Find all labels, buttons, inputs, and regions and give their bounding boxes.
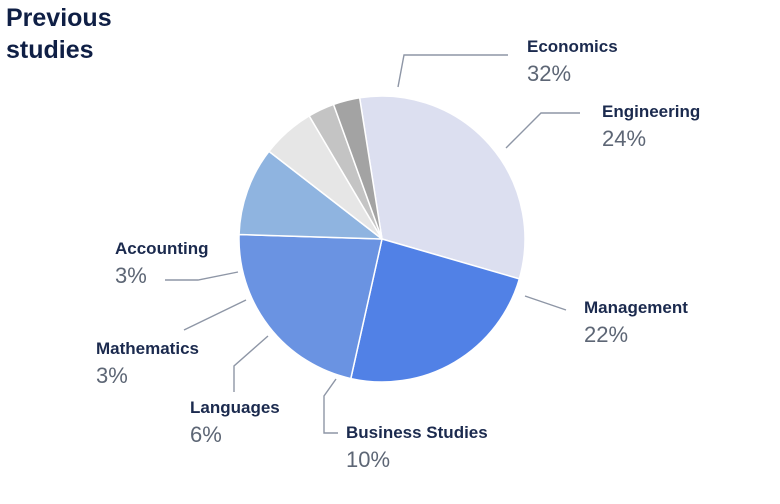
leader-line-languages [233, 335, 269, 392]
chart-title: Previous studies [6, 2, 166, 66]
chart-title-line-1: Previous [6, 4, 112, 32]
slice-label-management: Management [584, 298, 688, 317]
pie-slice-business-studies [238, 150, 385, 240]
slice-label-languages: Languages [190, 398, 280, 417]
leader-line-economics [397, 54, 508, 88]
slice-value-accounting: 3% [115, 263, 147, 288]
pie-slice-economics [358, 95, 526, 280]
chart-title-line-2: studies [6, 36, 94, 64]
leader-line-business-studies [323, 378, 338, 434]
slice-value-business-studies: 10% [346, 447, 390, 472]
pie-slice-engineering [349, 238, 521, 383]
slice-value-economics: 32% [527, 61, 571, 86]
slice-label-accounting: Accounting [115, 239, 209, 258]
leader-line-engineering [505, 112, 580, 149]
leader-line-mathematics [183, 299, 247, 331]
slice-value-languages: 6% [190, 422, 222, 447]
slice-value-management: 22% [584, 322, 628, 347]
slice-label-engineering: Engineering [602, 102, 700, 121]
pie-slice-accounting [332, 96, 383, 240]
slice-label-economics: Economics [527, 37, 618, 56]
slice-label-business-studies: Business Studies [346, 423, 488, 442]
leader-line-accounting [165, 271, 239, 281]
slice-label-mathematics: Mathematics [96, 339, 199, 358]
slice-value-engineering: 24% [602, 126, 646, 151]
slice-value-mathematics: 3% [96, 363, 128, 388]
pie-slice-management [238, 233, 383, 380]
leader-line-management [524, 295, 567, 311]
